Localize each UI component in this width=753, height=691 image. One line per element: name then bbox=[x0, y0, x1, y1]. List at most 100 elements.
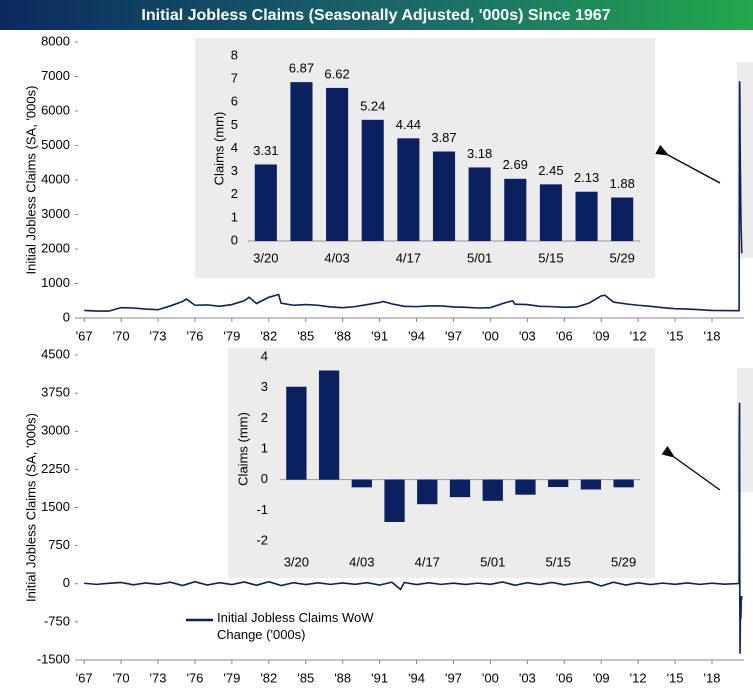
x-tick-label: '12 bbox=[630, 670, 647, 685]
y-tick-label: 2 bbox=[261, 410, 268, 425]
data-label: 6.62 bbox=[324, 66, 349, 81]
y-tick-label: 3000 bbox=[41, 206, 70, 221]
x-tick-label: 4/03 bbox=[349, 554, 374, 569]
x-tick-label: '70 bbox=[113, 670, 130, 685]
x-tick-label: '18 bbox=[704, 670, 721, 685]
y-tick-label: 5 bbox=[231, 117, 238, 132]
x-tick-label: '15 bbox=[667, 328, 684, 343]
bar bbox=[286, 386, 307, 480]
x-tick-label: '67 bbox=[76, 670, 93, 685]
x-tick-label: '82 bbox=[260, 670, 277, 685]
y-tick-label: 4500 bbox=[41, 346, 70, 361]
x-tick-label: '85 bbox=[297, 670, 314, 685]
bar bbox=[432, 151, 456, 241]
legend-label: Initial Jobless Claims WoW Change ('000s… bbox=[217, 610, 374, 642]
x-tick-label: '76 bbox=[186, 670, 203, 685]
title-bar bbox=[0, 0, 753, 30]
bar bbox=[361, 119, 384, 241]
bar bbox=[611, 197, 634, 241]
x-tick-label: '91 bbox=[371, 670, 388, 685]
data-label: 3.31 bbox=[253, 143, 278, 158]
bar bbox=[515, 479, 536, 495]
bar bbox=[326, 87, 349, 241]
x-tick-label: 5/29 bbox=[611, 554, 636, 569]
y-tick-label: 7000 bbox=[41, 68, 70, 83]
y-tick-label: 6 bbox=[231, 94, 238, 109]
x-tick-label: '09 bbox=[593, 670, 610, 685]
y-tick-label: -1 bbox=[256, 502, 268, 517]
y-axis-title: Claims (mm) bbox=[235, 412, 250, 486]
bar bbox=[449, 479, 471, 498]
y-tick-label: 4 bbox=[261, 348, 268, 363]
y-tick-label: -2 bbox=[256, 532, 268, 547]
data-label: 5.24 bbox=[360, 98, 385, 113]
bar bbox=[580, 479, 602, 490]
bar bbox=[613, 479, 634, 488]
x-tick-label: '09 bbox=[593, 328, 610, 343]
x-tick-label: 3/20 bbox=[253, 250, 278, 265]
bar bbox=[254, 164, 277, 241]
inset-panel bbox=[195, 38, 655, 278]
x-tick-label: '94 bbox=[408, 670, 425, 685]
x-tick-label: '03 bbox=[519, 670, 536, 685]
y-tick-label: 0 bbox=[261, 471, 268, 486]
y-axis-title: Initial Jobless Claims (SA, '000s) bbox=[23, 413, 38, 602]
x-tick-label: 5/01 bbox=[480, 554, 505, 569]
x-tick-label: 5/01 bbox=[467, 250, 492, 265]
y-tick-label: 7 bbox=[231, 71, 238, 86]
x-tick-label: '73 bbox=[150, 670, 167, 685]
x-tick-label: 5/29 bbox=[610, 250, 635, 265]
zoom-highlight bbox=[737, 368, 753, 492]
bar bbox=[417, 479, 438, 505]
bar bbox=[318, 370, 340, 480]
data-label: 2.13 bbox=[574, 170, 599, 185]
x-tick-label: '00 bbox=[482, 670, 499, 685]
y-tick-label: 4000 bbox=[41, 171, 70, 186]
bar bbox=[504, 178, 527, 241]
y-tick-label: 1500 bbox=[41, 499, 70, 514]
x-tick-label: '85 bbox=[297, 328, 314, 343]
y-tick-label: 6000 bbox=[41, 102, 70, 117]
x-tick-label: '15 bbox=[667, 670, 684, 685]
bar bbox=[482, 479, 503, 501]
x-tick-label: 5/15 bbox=[546, 554, 571, 569]
data-label: 4.44 bbox=[396, 117, 421, 132]
y-tick-label: 8 bbox=[231, 47, 238, 62]
x-tick-label: '88 bbox=[334, 328, 351, 343]
x-tick-label: '67 bbox=[76, 328, 93, 343]
y-tick-label: 2250 bbox=[41, 461, 70, 476]
bar bbox=[575, 191, 598, 241]
data-label: 2.45 bbox=[538, 163, 563, 178]
y-axis-title: Claims (mm) bbox=[211, 112, 226, 186]
data-label: 6.87 bbox=[289, 61, 314, 76]
x-tick-label: '94 bbox=[408, 328, 425, 343]
y-tick-label: 0 bbox=[63, 309, 70, 324]
y-tick-label: 1000 bbox=[41, 275, 70, 290]
x-tick-label: '12 bbox=[630, 328, 647, 343]
chart-title: Initial Jobless Claims (Seasonally Adjus… bbox=[141, 7, 610, 24]
bar bbox=[539, 184, 562, 241]
bar bbox=[384, 479, 405, 522]
y-tick-label: 1 bbox=[231, 209, 238, 224]
data-label: 1.88 bbox=[610, 176, 635, 191]
bar bbox=[468, 167, 491, 241]
data-label: 2.69 bbox=[503, 157, 528, 172]
x-tick-label: '79 bbox=[223, 328, 240, 343]
x-tick-label: '03 bbox=[519, 328, 536, 343]
y-tick-label: 5000 bbox=[41, 137, 70, 152]
y-tick-label: 3 bbox=[261, 379, 268, 394]
x-tick-label: '97 bbox=[445, 328, 462, 343]
bar bbox=[290, 82, 313, 241]
x-tick-label: 4/17 bbox=[415, 554, 440, 569]
x-tick-label: '82 bbox=[260, 328, 277, 343]
x-tick-label: '91 bbox=[371, 328, 388, 343]
y-tick-label: 4 bbox=[231, 140, 238, 155]
x-tick-label: '18 bbox=[704, 328, 721, 343]
x-tick-label: '97 bbox=[445, 670, 462, 685]
x-tick-label: '76 bbox=[186, 328, 203, 343]
y-tick-label: 3000 bbox=[41, 423, 70, 438]
y-tick-label: 750 bbox=[48, 537, 70, 552]
data-label: 3.18 bbox=[467, 146, 492, 161]
line-series bbox=[84, 402, 743, 654]
